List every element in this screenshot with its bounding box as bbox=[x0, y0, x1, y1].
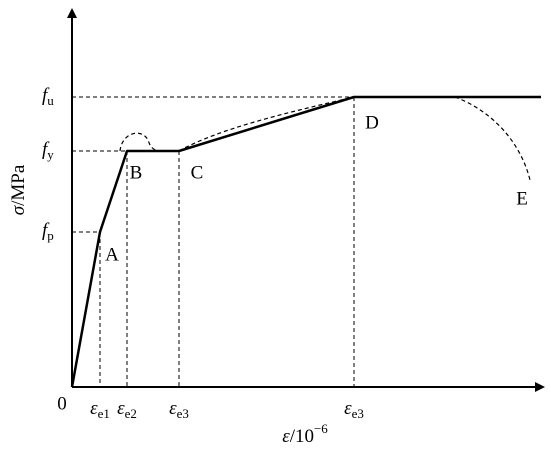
x-tick-label: εe3 bbox=[344, 398, 364, 421]
x-tick-label: εe2 bbox=[117, 398, 137, 421]
sub: e2 bbox=[125, 406, 137, 421]
text-part: σ bbox=[8, 205, 29, 215]
point-label: A bbox=[105, 244, 119, 265]
text-part: ε bbox=[282, 426, 290, 447]
guides bbox=[72, 96, 355, 387]
text-part: ε bbox=[90, 398, 98, 419]
text-part: f bbox=[42, 139, 50, 160]
x-axis-label: ε/10−6 bbox=[282, 421, 328, 447]
test-curve-softening bbox=[454, 96, 531, 181]
sub: u bbox=[47, 93, 54, 108]
point-label: B bbox=[130, 162, 143, 183]
x-tick-label: εe1 bbox=[90, 398, 110, 421]
sub: e1 bbox=[98, 406, 110, 421]
test-curve-hardening bbox=[178, 96, 355, 152]
text-part: f bbox=[42, 220, 50, 241]
point-label: C bbox=[191, 162, 204, 183]
y-tick-label: fu bbox=[42, 85, 54, 108]
x-tick-label: εe3 bbox=[169, 398, 189, 421]
text-part: /MPa bbox=[8, 164, 29, 206]
text-part: /10 bbox=[290, 426, 314, 447]
y-axis-label: σ/MPa bbox=[8, 164, 29, 215]
text-part: f bbox=[42, 85, 50, 106]
sub: y bbox=[47, 147, 54, 162]
sub: e3 bbox=[352, 406, 364, 421]
text-part: ε bbox=[344, 398, 352, 419]
origin-label: 0 bbox=[57, 393, 67, 414]
sub: −6 bbox=[314, 421, 328, 436]
point-label: E bbox=[516, 188, 528, 209]
sub: p bbox=[47, 228, 54, 243]
sub: e3 bbox=[177, 406, 189, 421]
text-part: ε bbox=[169, 398, 177, 419]
point-label: D bbox=[365, 112, 379, 133]
test-curve-yield bbox=[119, 132, 161, 152]
y-tick-label: fy bbox=[42, 139, 54, 162]
y-tick-label: fp bbox=[42, 220, 54, 243]
text-part: ε bbox=[117, 398, 125, 419]
model-curve bbox=[70, 95, 541, 388]
